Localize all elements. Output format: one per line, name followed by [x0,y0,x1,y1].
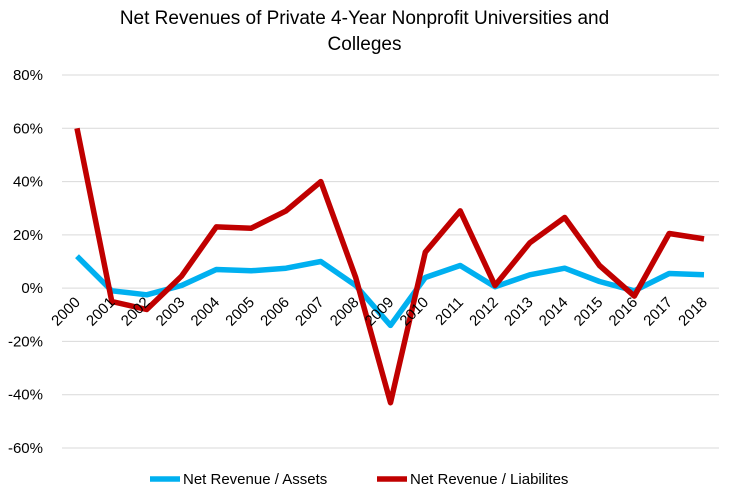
data-point [75,126,80,131]
legend-label: Net Revenue / Assets [183,471,327,488]
data-point [284,266,289,271]
legend-label: Net Revenue / Liabilites [410,471,568,488]
data-point [214,267,219,272]
x-tick-label: 2015 [571,294,607,330]
x-tick-label: 2004 [188,294,224,330]
y-tick-label: -20% [8,333,43,350]
y-tick-label: 20% [13,227,43,244]
y-tick-label: -60% [8,440,43,457]
x-tick-label: 2000 [48,294,84,330]
y-tick-label: 60% [13,120,43,137]
chart-title-line-1: Net Revenues of Private 4-Year Nonprofit… [119,8,610,29]
data-point [75,254,80,259]
data-point [249,268,254,273]
x-tick-label: 2012 [466,294,502,330]
data-point [702,272,707,277]
y-tick-label: 40% [13,174,43,191]
data-point [562,266,567,271]
chart-title-line-2: Colleges [327,34,402,55]
x-tick-label: 2008 [327,294,363,330]
data-point [144,292,149,297]
data-point [597,279,602,284]
data-point [284,208,289,213]
data-point [423,275,428,280]
y-tick-label: -40% [8,387,43,404]
series-line [74,127,705,406]
x-tick-label: 2011 [432,294,467,329]
series-lines [74,126,707,406]
data-point [353,275,358,280]
data-point [458,208,463,213]
data-point [667,271,672,276]
x-tick-label: 2017 [640,294,676,330]
y-axis-tick-labels: -60% -40% -20% 0% 20% 40% 60% 80% [8,67,43,457]
legend: Net Revenue / Assets Net Revenue / Liabil… [150,471,568,488]
y-tick-label: 80% [13,67,43,84]
data-point [388,400,393,405]
y-tick-label: 0% [21,280,43,297]
x-tick-label: 2013 [501,294,537,330]
x-tick-label: 2018 [675,294,711,330]
data-point [318,259,323,264]
x-tick-label: 2005 [222,294,258,330]
x-tick-label: 2014 [536,294,572,330]
data-point [318,179,323,184]
data-point [179,283,184,288]
chart-title: Net Revenues of Private 4-Year Nonprofit… [0,6,729,58]
x-tick-label: 2010 [397,294,433,330]
data-point [702,236,707,241]
data-point [527,240,532,245]
data-point [493,283,498,288]
x-tick-label: 2016 [606,294,642,330]
x-tick-label: 2006 [257,294,293,330]
x-axis-tick-labels: 2000 2001 2002 2003 2004 2005 2006 2007 2008 2009… [48,294,711,330]
data-point [423,250,428,255]
gridlines [62,74,719,449]
data-point [562,215,567,220]
data-point [527,272,532,277]
data-point [458,263,463,268]
data-point [388,323,393,328]
data-point [667,231,672,236]
data-point [179,274,184,279]
data-point [597,263,602,268]
data-point [214,224,219,229]
x-tick-label: 2007 [292,294,328,330]
series-line [75,254,705,329]
data-point [249,226,254,231]
